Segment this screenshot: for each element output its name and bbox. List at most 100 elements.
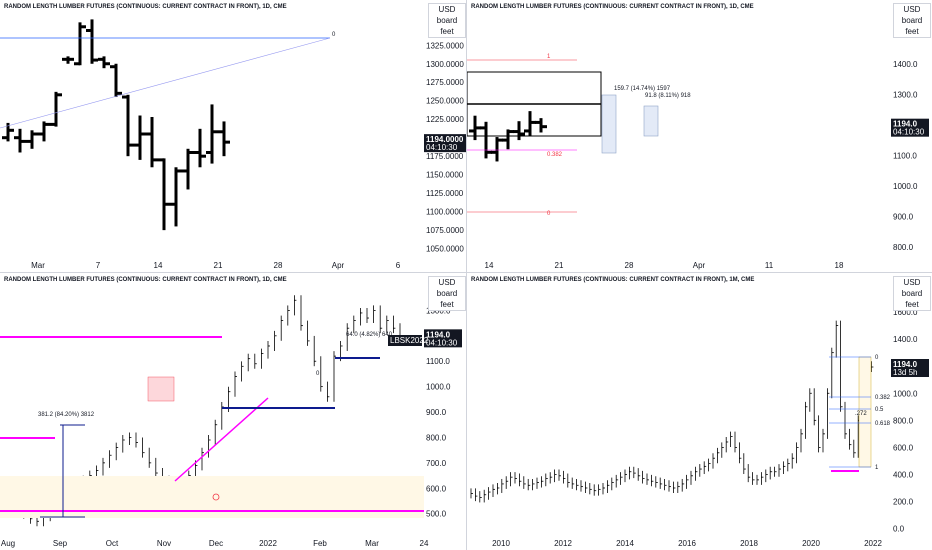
measure-label-a: 159.7 (14.74%) 1597 — [614, 86, 671, 92]
y-tick-label: 1600.0 — [893, 308, 918, 317]
x-tick-label: 21 — [555, 261, 564, 270]
x-tick-label: 2016 — [678, 539, 696, 548]
x-tick-label: 6 — [396, 261, 401, 270]
price-tag-value: 1194.0 — [426, 330, 451, 339]
x-tick-label: 18 — [835, 261, 844, 270]
y-tick-label: 1275.0000 — [426, 78, 464, 87]
chart-svg-1[interactable]: RANDOM LENGTH LUMBER FUTURES (CONTINUOUS… — [0, 0, 466, 272]
x-tick-label: Mar — [365, 539, 379, 548]
x-tick-label: 14 — [485, 261, 494, 270]
x-tick-label: 21 — [214, 261, 223, 270]
y-tick-label: 1400.0 — [893, 335, 918, 344]
x-tick-label: 7 — [96, 261, 101, 270]
y-tick-label: 1150.0000 — [426, 171, 464, 180]
panel-title: RANDOM LENGTH LUMBER FUTURES (CONTINUOUS… — [471, 277, 754, 283]
y-tick-label: 400.0 — [893, 470, 914, 479]
x-tick-label: 2022 — [259, 539, 277, 548]
measure-label-b: 91.8 (8.11%) 918 — [645, 93, 691, 99]
vertical-divider[interactable] — [466, 0, 467, 550]
measure-label-2: 64.0 (4.82%) 640 — [346, 332, 393, 338]
x-tick-label: 2014 — [616, 539, 634, 548]
chart-panel-4[interactable]: RANDOM LENGTH LUMBER FUTURES (CONTINUOUS… — [467, 273, 932, 550]
measure-box-b — [643, 105, 659, 137]
fib-label: 0.382 — [875, 395, 891, 401]
chart-panel-1[interactable]: RANDOM LENGTH LUMBER FUTURES (CONTINUOUS… — [0, 0, 466, 272]
x-tick-label: 14 — [154, 261, 163, 270]
measure-label: 381.2 (84.20%) 3812 — [38, 412, 95, 418]
x-tick-label: 2010 — [492, 539, 510, 548]
fib-label: 0.618 — [875, 421, 891, 427]
fib-label: 0 — [332, 32, 336, 38]
y-tick-label: 1300.0 — [893, 90, 918, 99]
x-tick-label: Apr — [332, 261, 345, 270]
marker-circle — [212, 493, 220, 501]
unit-box-2: USD board feet — [893, 3, 931, 38]
price-tag-value: 1194.0 — [893, 120, 918, 129]
y-tick-label: 1400.0 — [893, 60, 918, 69]
x-tick-label: 28 — [625, 261, 634, 270]
x-tick-label: Oct — [106, 539, 119, 548]
price-tag — [891, 118, 929, 137]
symbol-tag-text: LBSK2022 — [390, 336, 429, 345]
fib-label-272: .272 — [855, 411, 867, 417]
y-tick-label: 800.0 — [426, 433, 447, 442]
y-tick-label: 1075.0000 — [426, 226, 464, 235]
chart-svg-3[interactable]: RANDOM LENGTH LUMBER FUTURES (CONTINUOUS… — [0, 273, 466, 550]
y-tick-label: 1100.0 — [426, 357, 450, 366]
fib-label: 0 — [875, 355, 879, 361]
y-tick-label: 1100.0 — [893, 151, 917, 160]
symbol-tag — [388, 335, 422, 346]
chart-svg-4[interactable]: RANDOM LENGTH LUMBER FUTURES (CONTINUOUS… — [467, 273, 932, 550]
fib-label-0: 0 — [547, 211, 551, 217]
y-tick-label: 1175.0000 — [426, 152, 464, 161]
price-tag — [424, 329, 462, 348]
chart-panel-3[interactable]: RANDOM LENGTH LUMBER FUTURES (CONTINUOUS… — [0, 273, 466, 550]
price-tag — [891, 359, 929, 378]
x-tick-label: 2012 — [554, 539, 572, 548]
x-tick-label: Mar — [31, 261, 45, 270]
price-tag-timer: 04:10:30 — [426, 338, 458, 347]
y-tick-label: 1100.0000 — [426, 208, 464, 217]
measure-box-a — [601, 94, 617, 154]
x-tick-label: 2020 — [802, 539, 820, 548]
x-tick-label: Apr — [693, 261, 706, 270]
x-tick-label: Sep — [53, 539, 68, 548]
chart-svg-2[interactable]: RANDOM LENGTH LUMBER FUTURES (CONTINUOUS… — [467, 0, 932, 272]
panel-title: RANDOM LENGTH LUMBER FUTURES (CONTINUOUS… — [471, 4, 754, 10]
y-tick-label: 1300.0000 — [426, 60, 464, 69]
x-tick-label: 28 — [274, 261, 283, 270]
y-tick-label: 1000.0 — [426, 383, 451, 392]
trend-line — [0, 37, 331, 129]
unit-box-1: USD board feet — [428, 3, 466, 38]
y-tick-label: 1250.0000 — [426, 97, 464, 106]
x-tick-label: Nov — [157, 539, 171, 548]
price-tag-value: 1194.0 — [893, 360, 918, 369]
x-tick-label: 2022 — [864, 539, 882, 548]
y-tick-label: 1000.0 — [893, 182, 918, 191]
y-tick-label: 1000.0 — [893, 389, 918, 398]
price-tag-timer: 04:10:30 — [426, 143, 458, 152]
y-tick-label: 0.0 — [893, 525, 905, 534]
x-tick-label: 24 — [420, 539, 429, 548]
fib-label-0382: 0.382 — [547, 152, 563, 158]
price-tag-timer: 04:10:30 — [893, 128, 925, 137]
x-tick-label: 11 — [765, 261, 774, 270]
unit-box-4: USD board feet — [893, 276, 931, 311]
y-tick-label: 900.0 — [426, 408, 447, 417]
y-tick-label: 600.0 — [893, 443, 914, 452]
highlight-zone — [147, 376, 175, 402]
y-tick-label: 1225.0000 — [426, 115, 464, 124]
y-tick-label: 700.0 — [426, 459, 447, 468]
fib-label: 0 — [316, 371, 320, 377]
fib-label: 1 — [875, 465, 879, 471]
y-tick-label: 800.0 — [893, 243, 914, 252]
x-tick-label: Aug — [1, 539, 15, 548]
horizontal-divider[interactable] — [0, 272, 932, 273]
panel-title: RANDOM LENGTH LUMBER FUTURES (CONTINUOUS… — [4, 4, 287, 10]
chart-panel-2[interactable]: RANDOM LENGTH LUMBER FUTURES (CONTINUOUS… — [467, 0, 932, 272]
y-tick-label: 800.0 — [893, 416, 914, 425]
x-tick-label: Dec — [209, 539, 223, 548]
trend-line — [174, 397, 269, 482]
y-tick-label: 900.0 — [893, 212, 914, 221]
y-tick-label: 1050.0000 — [426, 245, 464, 254]
